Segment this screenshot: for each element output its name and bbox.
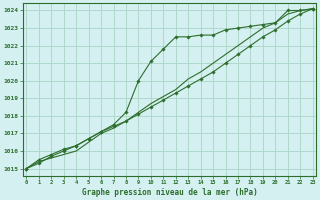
X-axis label: Graphe pression niveau de la mer (hPa): Graphe pression niveau de la mer (hPa) xyxy=(82,188,257,197)
